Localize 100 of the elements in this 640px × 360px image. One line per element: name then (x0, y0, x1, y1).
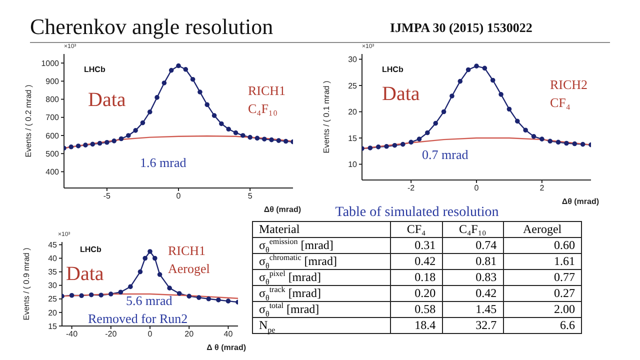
point (90, 142, 96, 147)
text: 32.7 (476, 318, 497, 332)
point (498, 92, 504, 97)
point (152, 256, 158, 261)
annotation: RICH1 (248, 83, 286, 98)
text: 2.00 (554, 302, 575, 316)
point (138, 269, 143, 274)
point (154, 95, 160, 100)
point (76, 144, 81, 148)
text: 1.45 (476, 302, 497, 316)
y-tick-label: 15 (48, 322, 58, 331)
x-tick-label: -5 (103, 192, 112, 201)
point (126, 133, 131, 138)
text: 0.60 (554, 238, 575, 252)
x-tick-label: 0 (148, 330, 153, 339)
point (108, 292, 114, 296)
text: 1.61 (554, 254, 575, 268)
x-tick-label: 0 (474, 184, 480, 193)
point (408, 140, 414, 145)
category-label: σ$_{θ}$$^{track}$ [mrad] (259, 285, 321, 302)
point (233, 130, 238, 136)
x-axis-title: Δθ (mrad) (264, 205, 301, 214)
point (133, 128, 138, 133)
text: 18.4 (414, 318, 436, 332)
point (104, 140, 110, 145)
x-axis-title: Δθ (mrad) (562, 197, 599, 206)
y-tick-label: 1000 (41, 58, 60, 68)
text: 0.77 (554, 270, 575, 284)
y-tick-label: 10 (348, 160, 358, 170)
annotation: LHCb (382, 65, 404, 74)
point (416, 136, 422, 142)
point (147, 110, 152, 114)
category-label: Aerogel (503, 222, 582, 238)
category-label: σ$_{θ}$$^{total}$ [mrad] (259, 301, 320, 318)
point (384, 144, 389, 149)
x-tick-label: -20 (105, 330, 118, 339)
chart-title: Cherenkov angle resolution (30, 14, 274, 40)
text: 0.31 (414, 238, 436, 252)
point (212, 113, 217, 118)
point (556, 140, 561, 145)
point (112, 138, 116, 144)
point (206, 296, 212, 302)
line-series (362, 137, 591, 150)
point (283, 138, 288, 144)
annotation: LHCb (80, 245, 102, 254)
annotation: Removed for Run2 (88, 311, 188, 326)
point (226, 126, 231, 132)
point (186, 294, 192, 299)
point (458, 78, 463, 84)
text: 0.20 (414, 286, 436, 300)
category-label: C₄F₁₀ (442, 222, 504, 238)
point (142, 256, 148, 261)
point (69, 292, 74, 298)
point (226, 298, 231, 304)
point (564, 140, 569, 146)
y-tick-label: 25 (48, 294, 58, 304)
point (506, 106, 512, 112)
annotation: 1.6 mrad (140, 155, 186, 170)
y-tick-label: 400 (46, 168, 60, 177)
point (176, 63, 181, 68)
annotation: 5.6 mrad (126, 293, 172, 308)
y-tick-label: 700 (46, 113, 60, 122)
point (98, 292, 104, 298)
x-tick-label: -40 (66, 330, 78, 339)
point (167, 286, 172, 290)
category-label: σ$_{θ}$$^{pixel}$ [mrad] (259, 269, 321, 286)
point (118, 290, 124, 295)
text: 0.42 (414, 254, 436, 268)
text: 0.58 (414, 302, 436, 316)
point (83, 142, 88, 148)
point (183, 66, 188, 72)
annotation: Data (88, 89, 126, 111)
annotation: RICH2 (550, 77, 588, 92)
point (140, 120, 146, 126)
x-tick-label: 2 (540, 184, 545, 193)
point (400, 142, 406, 147)
y-axis-title: Events / ( 0.2 mrad ) (24, 84, 33, 158)
point (162, 80, 167, 86)
point (262, 136, 267, 142)
category-label: CF₄ (390, 222, 442, 238)
annotation: C₄F₁₀ (248, 101, 278, 116)
point (97, 140, 102, 146)
point (176, 291, 182, 296)
y-tick-label: 15 (348, 134, 358, 143)
text: 0.83 (476, 270, 497, 284)
x-tick-label: 40 (224, 330, 234, 339)
y-tick-label: 500 (46, 149, 60, 158)
category-label: N$_{pe}$ (259, 318, 276, 334)
y-tick-label: 900 (46, 77, 60, 86)
point (79, 293, 84, 298)
x-tick-label: 20 (184, 330, 194, 339)
y-tick-label: 30 (48, 281, 58, 290)
category-label: σ$_{θ}$$^{emission}$ [mrad] (259, 237, 334, 254)
point (474, 64, 479, 68)
annotation: Data (66, 263, 104, 285)
y-tick-label: 40 (48, 254, 58, 264)
point (68, 144, 74, 150)
point (490, 78, 496, 83)
text: 6.6 (560, 318, 575, 332)
category-label: σ$_{θ}$$^{chromatic}$ [mrad] (259, 253, 337, 270)
